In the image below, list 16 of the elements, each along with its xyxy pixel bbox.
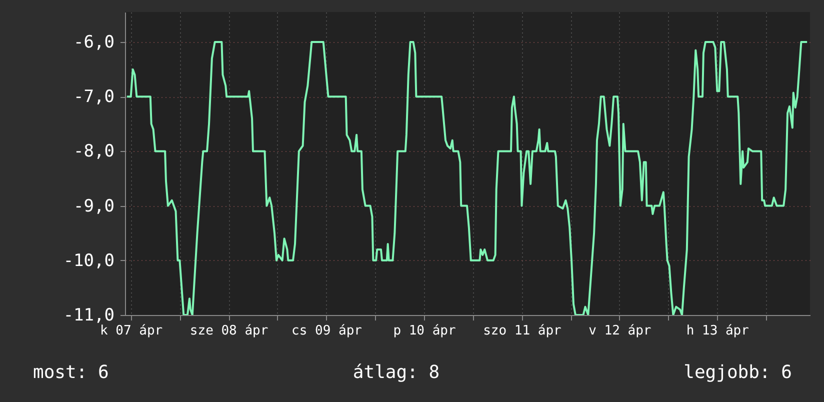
text: most: 6 <box>33 362 109 383</box>
x-tick-label: sze 08 ápr <box>190 324 268 338</box>
y-tick-label: -8,0 <box>74 142 114 162</box>
text: legjobb: 6 <box>684 362 792 383</box>
y-tick-label: -11,0 <box>63 306 114 326</box>
x-tick-label: p 10 ápr <box>393 324 456 338</box>
y-tick-label: -10,0 <box>63 250 114 271</box>
y-tick-label: -6,0 <box>74 32 114 53</box>
x-tick-label: k 07 ápr <box>100 324 163 338</box>
x-tick-label: cs 09 ápr <box>292 324 362 338</box>
y-tick-label: -7,0 <box>74 87 114 108</box>
x-tick-label: h 13 ápr <box>686 324 750 338</box>
x-tick-label: szo 11 ápr <box>483 324 562 338</box>
text: átlag: 8 <box>352 362 440 383</box>
x-tick-label: v 12 ápr <box>588 324 652 338</box>
y-tick-label: -9,0 <box>74 196 114 216</box>
